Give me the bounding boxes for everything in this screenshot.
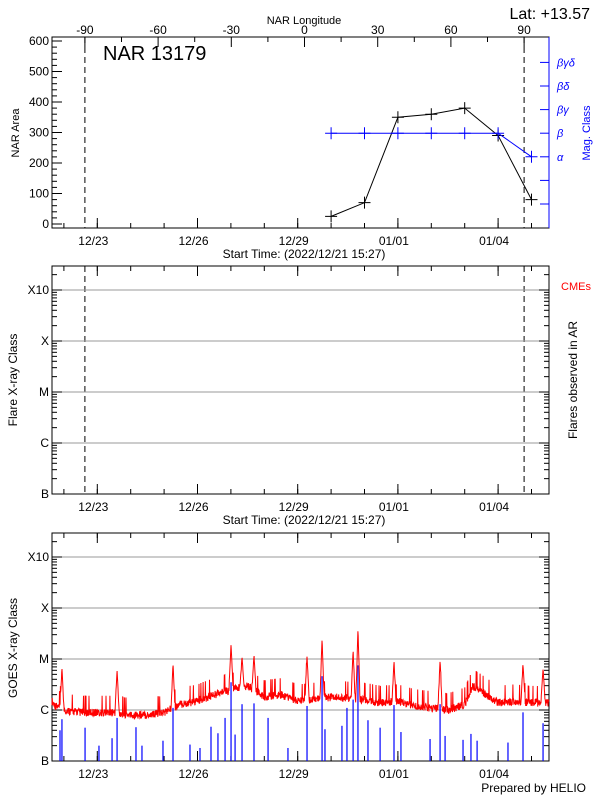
- area-point: [325, 210, 338, 223]
- y-tick-label: C: [40, 436, 49, 450]
- y-tick-label: 0: [42, 217, 49, 231]
- y-tick-label: 400: [29, 95, 49, 109]
- x-tick-label: 01/01: [379, 767, 409, 781]
- mag-class-point: [325, 127, 338, 140]
- y-tick-label: B: [41, 487, 49, 501]
- mag-class-point: [391, 127, 404, 140]
- area-line: [330, 107, 532, 217]
- y-tick-label: X10: [28, 550, 50, 564]
- start-time-label: Start Time: (2022/12/21 15:27): [223, 513, 386, 527]
- x-tick-label: 01/04: [479, 500, 509, 514]
- x-tick-label: 01/04: [479, 767, 509, 781]
- area-point: [425, 108, 438, 121]
- mag-class-tick-label: βγ: [556, 105, 570, 117]
- start-time-label: Start Time: (2022/12/21 15:27): [223, 247, 386, 261]
- x-tick-label: 01/01: [379, 234, 409, 248]
- mag-class-tick-label: βγδ: [556, 57, 576, 69]
- y-tick-label: M: [39, 652, 49, 666]
- longitude-tick-label: -90: [76, 23, 94, 37]
- y-tick-label: M: [39, 385, 49, 399]
- mag-class-point: [425, 127, 438, 140]
- mag-class-point: [458, 127, 471, 140]
- x-tick-label: 12/23: [78, 234, 108, 248]
- latitude-readout: Lat: +13.57: [509, 6, 590, 23]
- mag-class-point: [525, 150, 538, 163]
- mag-class-tick-label: βδ: [556, 81, 570, 93]
- y-tick-label: B: [41, 754, 49, 768]
- y-tick-label: C: [40, 703, 49, 717]
- x-tick-label: 12/26: [178, 767, 208, 781]
- long-channel-flux-line: [51, 631, 550, 720]
- mag-class-point: [492, 127, 505, 140]
- nar-area-axis-label: NAR Area: [10, 108, 22, 158]
- y-tick-label: X: [41, 334, 49, 348]
- x-tick-label: 12/29: [279, 234, 309, 248]
- area-point: [391, 111, 404, 124]
- x-tick-label: 01/04: [479, 234, 509, 248]
- y-tick-label: 100: [29, 187, 49, 201]
- area-point: [458, 102, 471, 115]
- goes-xray-panel: GOES X-ray Class 12/23 12/26 12/29 01/01 01/…: [6, 532, 550, 781]
- x-tick-label: 12/23: [78, 500, 108, 514]
- longitude-tick-label: 60: [444, 23, 458, 37]
- nar-area-panel: NAR 13179 NAR Area Mag. Class Start Time…: [10, 23, 593, 261]
- y-tick-label: 600: [29, 34, 49, 48]
- y-tick-label: X10: [28, 283, 50, 297]
- x-tick-label: 01/01: [379, 500, 409, 514]
- flare-class-panel: Flare X-ray Class Flares observed in AR …: [6, 265, 591, 527]
- plot-frame: [51, 532, 550, 762]
- y-tick-label: X: [41, 601, 49, 615]
- mag-class-tick-label: α: [557, 152, 564, 164]
- x-tick-label: 12/29: [279, 767, 309, 781]
- region-title: NAR 13179: [103, 43, 206, 65]
- y-tick-label: 200: [29, 156, 49, 170]
- area-point: [358, 196, 371, 209]
- prepared-by-credit: Prepared by HELIO: [481, 781, 586, 795]
- longitude-tick-label: -30: [223, 23, 241, 37]
- mag-class-axis-label: Mag. Class: [581, 105, 593, 161]
- flares-observed-label: Flares observed in AR: [566, 321, 580, 439]
- y-tick-label: 500: [29, 65, 49, 79]
- flare-class-axis-label: Flare X-ray Class: [6, 334, 20, 427]
- longitude-tick-label: 0: [301, 23, 308, 37]
- mag-class-tick-label: β: [556, 128, 564, 140]
- x-tick-label: 12/26: [178, 500, 208, 514]
- plot-frame: [51, 265, 550, 495]
- goes-class-axis-label: GOES X-ray Class: [6, 598, 20, 698]
- longitude-tick-label: -60: [149, 23, 167, 37]
- x-tick-label: 12/26: [178, 234, 208, 248]
- cme-legend: CMEs: [561, 281, 591, 293]
- plot-frame: [51, 36, 550, 229]
- y-tick-label: 300: [29, 126, 49, 140]
- longitude-tick-label: 30: [371, 23, 385, 37]
- longitude-axis-label: NAR Longitude: [267, 15, 342, 27]
- mag-class-point: [358, 127, 371, 140]
- x-tick-label: 12/29: [279, 500, 309, 514]
- area-point: [525, 193, 538, 206]
- longitude-tick-label: 90: [517, 23, 531, 37]
- x-tick-label: 12/23: [78, 767, 108, 781]
